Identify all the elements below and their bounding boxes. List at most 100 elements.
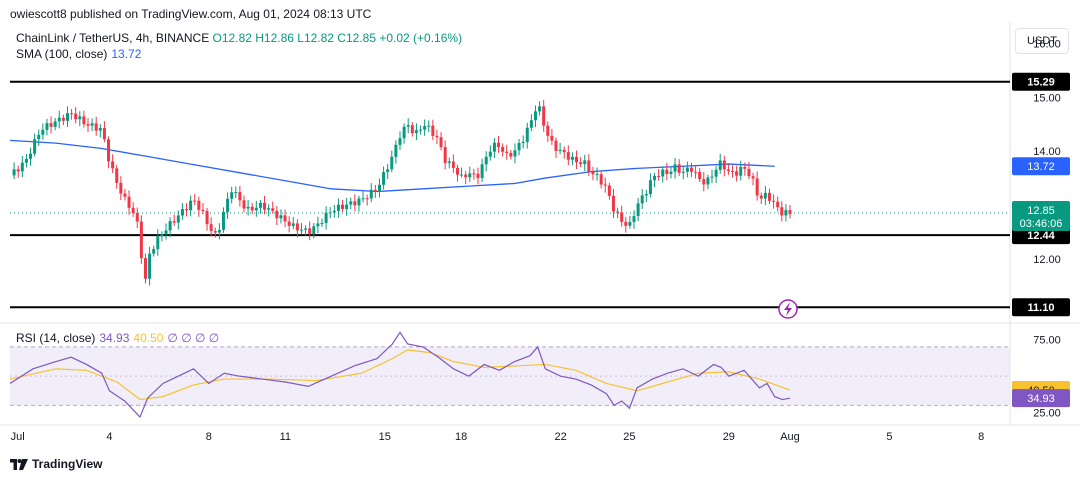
time-tick-label: 25 (623, 431, 635, 443)
tradingview-logo[interactable]: TradingView (10, 457, 102, 471)
candle-body (726, 169, 730, 171)
candle-body (653, 175, 657, 181)
candle-body (361, 198, 365, 200)
candle-body (16, 169, 20, 172)
candle-body (213, 231, 217, 233)
price-tick-label: 12.00 (1033, 254, 1061, 266)
candle-body (439, 137, 443, 148)
candle-body (123, 193, 127, 197)
candle-body (673, 164, 677, 172)
candle-body (295, 223, 299, 231)
candle-body (377, 184, 381, 192)
candle-body (312, 226, 316, 235)
candle-body (135, 213, 139, 222)
candle-body (304, 228, 308, 230)
sma-legend[interactable]: SMA (100, close) 13.72 (16, 47, 141, 61)
rsi-badge-label: 34.93 (1027, 393, 1055, 405)
time-tick-label: Jul (11, 431, 25, 443)
candle-body (287, 221, 291, 226)
candle-body (702, 179, 706, 185)
candle-body (747, 168, 751, 177)
candle-body (640, 195, 644, 204)
candle-body (160, 234, 164, 237)
sma-badge-label: 13.72 (1027, 161, 1055, 173)
candle-body (538, 106, 542, 112)
candle-body (98, 128, 102, 131)
time-tick-label: 18 (455, 431, 467, 443)
candle-body (558, 149, 562, 151)
candle-body (111, 161, 115, 169)
candle-body (484, 156, 488, 165)
candle-body (694, 171, 698, 173)
sma-badge (1012, 157, 1070, 176)
candle-body (644, 194, 648, 196)
symbol-name[interactable]: ChainLink / TetherUS, 4h, BINANCE (16, 31, 210, 45)
candle-body (603, 184, 607, 186)
rsi-tick-label: 25.00 (1033, 408, 1061, 420)
candle-body (505, 151, 509, 153)
candle-body (776, 201, 780, 208)
candle-body (308, 228, 312, 235)
time-tick-label: 4 (106, 431, 112, 443)
candle-body (143, 258, 147, 279)
candle-body (12, 169, 16, 176)
candle-body (546, 125, 550, 136)
candle-body (29, 153, 33, 159)
publisher-attribution: owiescott8 published on TradingView.com,… (10, 7, 372, 21)
candle-body (669, 171, 673, 175)
candle-body (299, 229, 303, 231)
candle-body (291, 223, 295, 226)
candle-body (263, 202, 267, 210)
candle-body (472, 173, 476, 175)
candle-body (164, 230, 168, 235)
candle-body (242, 200, 246, 209)
candle-body (784, 210, 788, 216)
candle-body (632, 216, 636, 222)
candle-body (332, 210, 336, 213)
candle-body (566, 152, 570, 160)
symbol-legend: ChainLink / TetherUS, 4h, BINANCE O12.82… (16, 31, 462, 45)
candle-body (86, 124, 90, 126)
candle-body (394, 144, 398, 157)
level-badge (1012, 72, 1070, 91)
candle-body (788, 210, 792, 215)
candle-body (217, 229, 221, 233)
candle-body (279, 215, 283, 219)
time-tick-label: 8 (978, 431, 984, 443)
candle-body (497, 142, 501, 147)
candle-body (513, 150, 517, 157)
time-tick-label: 29 (723, 431, 735, 443)
candle-body (185, 209, 189, 211)
candle-body (221, 211, 225, 230)
candle-body (550, 135, 554, 141)
candle-body (324, 212, 328, 223)
candle-body (628, 221, 632, 226)
candle-body (82, 116, 86, 125)
candle-body (53, 121, 57, 127)
candle-body (767, 192, 771, 201)
candle-body (492, 142, 496, 152)
candle-body (320, 222, 324, 224)
candle-body (476, 173, 480, 179)
currency-button[interactable]: USDT (1015, 28, 1069, 54)
candle-body (41, 129, 45, 135)
candle-body (267, 208, 271, 210)
candle-body (189, 200, 193, 211)
level-badge (1012, 298, 1070, 317)
candle-body (525, 127, 529, 142)
candle-body (119, 182, 123, 194)
candle-body (49, 123, 53, 127)
candle-body (587, 160, 591, 172)
rsi-badge (1012, 389, 1070, 408)
candle-body (271, 208, 275, 211)
candle-body (583, 160, 587, 165)
candle-body (710, 176, 714, 178)
candle-body (731, 170, 735, 172)
rsi-legend[interactable]: RSI (14, close) 34.93 40.50 ∅ ∅ ∅ ∅ (16, 331, 219, 345)
rsi-ma-value: 40.50 (133, 331, 164, 345)
candle-body (131, 207, 135, 214)
candle-body (698, 171, 702, 180)
level-badge-label: 12.44 (1027, 230, 1055, 242)
lightning-icon[interactable] (778, 299, 798, 319)
